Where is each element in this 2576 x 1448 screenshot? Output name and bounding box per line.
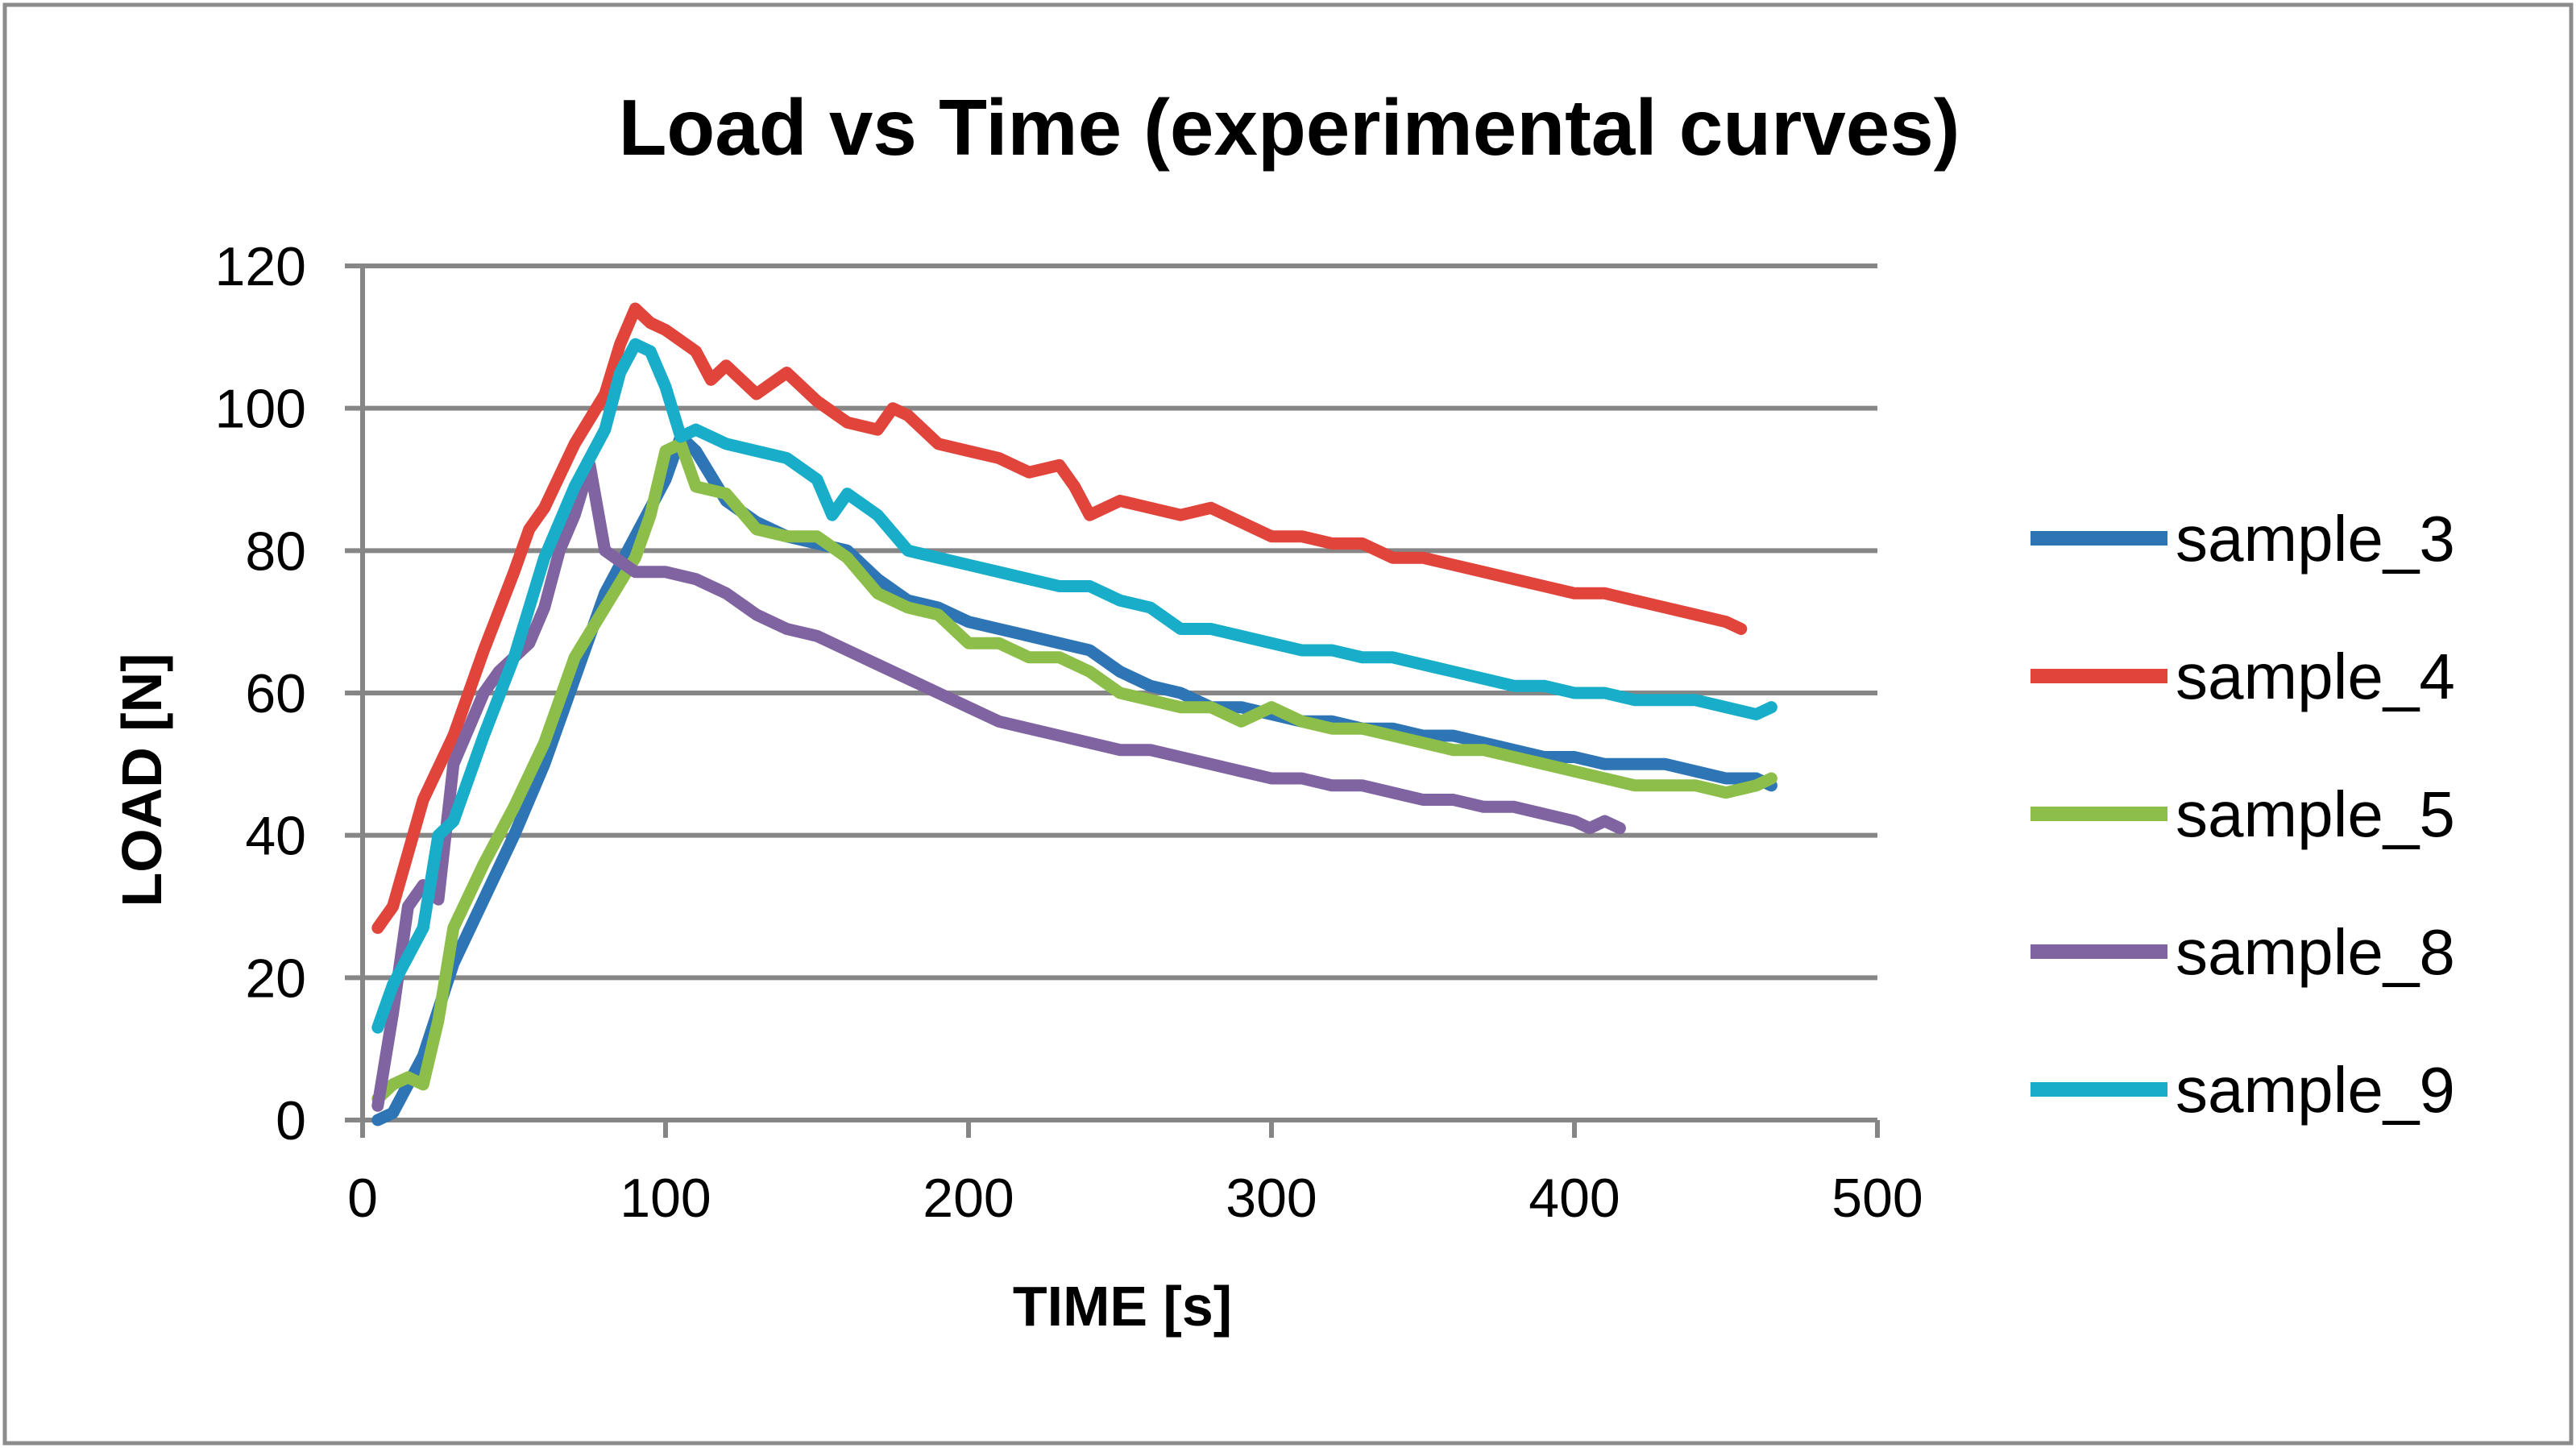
x-tick-label: 0 xyxy=(347,1168,378,1229)
y-tick-label: 80 xyxy=(245,521,306,582)
y-axis-title: LOAD [N] xyxy=(110,653,173,907)
x-tick-label: 400 xyxy=(1529,1168,1620,1229)
axes xyxy=(345,263,1880,1138)
legend-label: sample_3 xyxy=(2176,503,2455,575)
y-tick-label: 20 xyxy=(245,948,306,1009)
series-line-sample-3 xyxy=(371,430,1777,1126)
series-line-sample-9 xyxy=(371,338,1777,1034)
y-tick-label: 120 xyxy=(215,236,306,297)
series-line-sample-5 xyxy=(371,438,1777,1105)
legend-label: sample_9 xyxy=(2176,1054,2455,1126)
x-tick-label: 300 xyxy=(1226,1168,1317,1229)
x-tick-label: 500 xyxy=(1831,1168,1923,1229)
plot-area xyxy=(371,302,1777,1126)
legend-label: sample_4 xyxy=(2176,641,2455,712)
legend-label: sample_8 xyxy=(2176,916,2455,988)
y-tick-label: 40 xyxy=(245,806,306,867)
y-tick-label: 100 xyxy=(215,379,306,440)
series-line-sample-4 xyxy=(371,302,1748,934)
y-tick-label: 0 xyxy=(276,1090,306,1151)
legend: sample_3 sample_4 sample_5 sample_8 sample_9 xyxy=(2031,503,2455,1126)
x-tick-label: 100 xyxy=(620,1168,711,1229)
y-tick-label: 60 xyxy=(245,663,306,724)
chart-title: Load vs Time (experimental curves) xyxy=(619,83,1960,172)
x-tick-label: 200 xyxy=(923,1168,1014,1229)
tick-labels: 0 20 40 60 80 100 120 0 100 200 300 400 500 xyxy=(215,236,1923,1229)
legend-label: sample_5 xyxy=(2176,778,2455,850)
x-axis-title: TIME [s] xyxy=(1013,1275,1232,1338)
